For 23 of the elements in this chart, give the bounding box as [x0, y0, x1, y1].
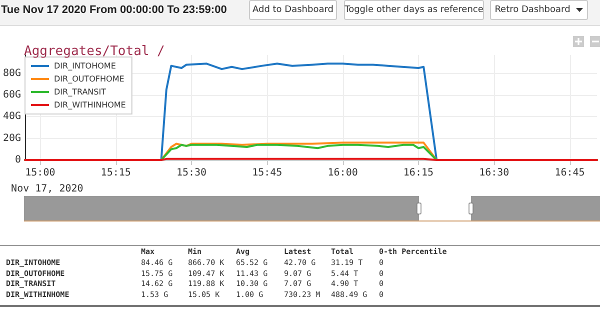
legend-label: DIR_INTOHOME [54, 62, 116, 70]
x-tick-label: 15:30 [176, 168, 207, 178]
x-tick-label: 16:15 [403, 168, 434, 178]
x-tick-label: 16:45 [554, 168, 585, 178]
x-tick-label: 15:00 [25, 168, 56, 178]
legend-label: DIR_OUTOFHOME [54, 74, 124, 84]
x-tick-label: 15:45 [252, 168, 282, 178]
text: Add to Dashboard [252, 5, 334, 15]
text: Retro Dashboard [494, 5, 570, 15]
text: Toggle other days as reference [344, 5, 484, 15]
text: Tue Nov 17 2020 From 00:00:00 To 23:59:00 [1, 4, 227, 16]
y-tick-label: 0 [15, 154, 22, 166]
x-tick-label: 16:00 [328, 168, 358, 178]
y-tick-label: 20G [3, 132, 22, 144]
x-tick-label: 16:30 [479, 168, 510, 178]
y-tick-label: 40G [3, 111, 22, 122]
x-axis-title: Nov 17, 2020 [11, 184, 84, 194]
chart-title: Aggregates/Total / [24, 44, 165, 59]
legend-label: DIR_WITHINHOME [54, 100, 126, 110]
y-tick-label: 60G [3, 90, 22, 101]
legend-label: DIR_TRANSIT [54, 88, 106, 96]
y-tick-label: 80G [3, 68, 22, 79]
x-tick-label: 15:15 [100, 168, 131, 178]
